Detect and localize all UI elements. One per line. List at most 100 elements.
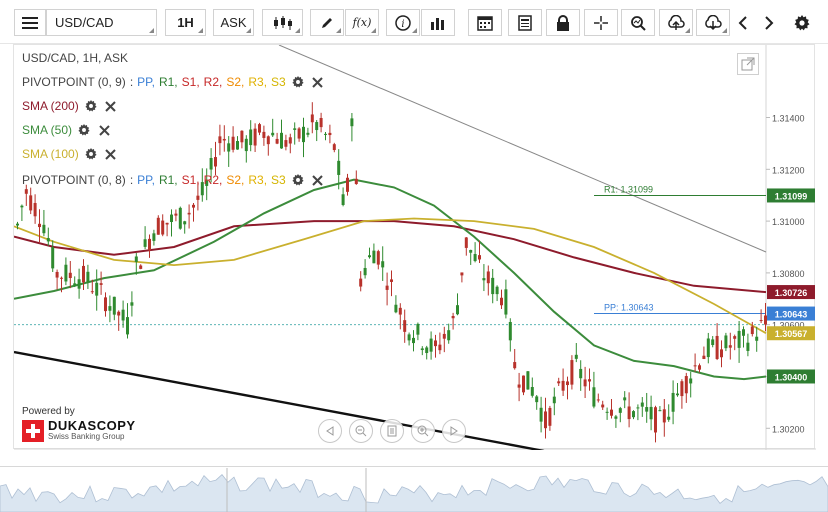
pivot-label: R3, <box>248 173 268 187</box>
candle-body <box>662 409 666 423</box>
timeframe-select[interactable]: 1H <box>165 9 206 36</box>
calendar-button[interactable] <box>468 9 502 36</box>
candle-body <box>174 213 178 216</box>
candle-body <box>548 407 552 426</box>
scroll-right-button[interactable] <box>757 9 781 36</box>
scroll-right-nav-button[interactable] <box>442 419 466 443</box>
candle-body <box>161 220 165 235</box>
candle-body <box>398 307 402 315</box>
candle-body <box>627 406 631 420</box>
candle-body <box>764 315 767 325</box>
navigator-strip[interactable] <box>0 466 828 512</box>
candle-body <box>319 117 323 128</box>
price-badge-label: 1.30726 <box>775 288 808 298</box>
candle-body <box>363 267 367 276</box>
candle-body <box>504 289 508 315</box>
candle-body <box>640 402 644 407</box>
indicator-remove-button[interactable] <box>103 98 119 114</box>
candle-body <box>253 128 257 146</box>
expand-button[interactable] <box>737 53 759 75</box>
candle-body <box>68 272 72 278</box>
indicator-settings-button[interactable] <box>83 98 99 114</box>
candle-body <box>82 265 85 283</box>
svg-text:i: i <box>401 19 404 30</box>
crosshair-button[interactable] <box>584 9 618 36</box>
candle-body <box>86 271 90 283</box>
indicator-name: SMA (50) <box>22 123 73 137</box>
candle-body <box>447 330 451 341</box>
zoom-out-button[interactable] <box>349 419 373 443</box>
candle-body <box>368 255 371 258</box>
candle-body <box>645 407 649 412</box>
candle-body <box>134 256 138 262</box>
indicator-name: PIVOTPOINT (0, 9) <box>22 75 126 89</box>
side-select[interactable]: ASK <box>213 9 254 36</box>
y-tick-label: 1.31200 <box>772 165 805 175</box>
scroll-left-nav-button[interactable] <box>318 419 342 443</box>
indicator-settings-button[interactable] <box>76 122 92 138</box>
candle-body <box>438 344 442 351</box>
download-button[interactable] <box>696 9 730 36</box>
scroll-left-button[interactable] <box>731 9 755 36</box>
function-icon: f(x) <box>352 16 372 29</box>
chevron-left-icon <box>738 15 747 30</box>
indicator-settings-button[interactable] <box>83 146 99 162</box>
lock-button[interactable] <box>546 9 580 36</box>
sma-100-line <box>14 217 767 334</box>
y-tick-label: 1.30600 <box>772 321 805 331</box>
zoom-button[interactable] <box>621 9 655 36</box>
candle-body <box>394 304 398 313</box>
chart-panel[interactable]: 1.31400 1.31200 1.31000 1.30800 1.30600 1.304… <box>13 44 816 450</box>
candle-body <box>24 189 28 194</box>
candle-body <box>288 137 292 144</box>
menu-button[interactable] <box>14 9 46 36</box>
candle-body <box>214 157 217 167</box>
candle-body <box>508 321 512 341</box>
indicator-settings-button[interactable] <box>290 74 306 90</box>
info-button[interactable]: i <box>386 9 420 36</box>
indicator-remove-button[interactable] <box>96 122 112 138</box>
indicator-remove-button[interactable] <box>103 146 119 162</box>
reset-view-button[interactable] <box>380 419 404 443</box>
candle-body <box>526 371 530 390</box>
indicator-settings-button[interactable] <box>290 172 306 188</box>
candle-body <box>557 381 561 384</box>
candle-body <box>29 195 33 211</box>
candle-body <box>266 136 270 145</box>
zoom-in-icon <box>417 425 429 437</box>
volume-button[interactable] <box>421 9 455 36</box>
pivot-label: R1, <box>158 75 178 89</box>
chart-type-button[interactable] <box>262 9 303 36</box>
news-button[interactable] <box>508 9 542 36</box>
indicator-remove-button[interactable] <box>310 172 326 188</box>
indicators-button[interactable]: f(x) <box>345 9 379 36</box>
candle-body <box>284 140 288 147</box>
candle-body <box>667 416 671 420</box>
candle-body <box>121 309 125 321</box>
candle-body <box>574 354 578 359</box>
candle-body <box>205 180 209 186</box>
candle-body <box>376 251 380 265</box>
price-chart[interactable]: 1.31400 1.31200 1.31000 1.30800 1.30600 1.304… <box>14 45 816 450</box>
sma-50-line <box>14 178 767 381</box>
draw-button[interactable] <box>310 9 344 36</box>
price-badge <box>767 306 815 321</box>
candle-body <box>231 136 235 150</box>
instrument-select[interactable]: USD/CAD <box>46 9 157 36</box>
candle-body <box>315 122 319 131</box>
upload-button[interactable] <box>659 9 693 36</box>
zoom-in-button[interactable] <box>411 419 435 443</box>
r1-level-label: R1: 1.31099 <box>604 184 653 194</box>
price-badge <box>767 188 815 203</box>
indicator-remove-button[interactable] <box>310 74 326 90</box>
settings-button[interactable] <box>788 9 816 36</box>
candle-body <box>442 333 446 339</box>
candle-body <box>33 202 37 217</box>
candle-body <box>99 283 103 285</box>
candle-body <box>346 177 349 192</box>
candle-body <box>649 406 653 420</box>
y-tick-label: 1.30800 <box>772 269 805 279</box>
candle-body <box>588 379 591 382</box>
candle-body <box>240 130 244 143</box>
